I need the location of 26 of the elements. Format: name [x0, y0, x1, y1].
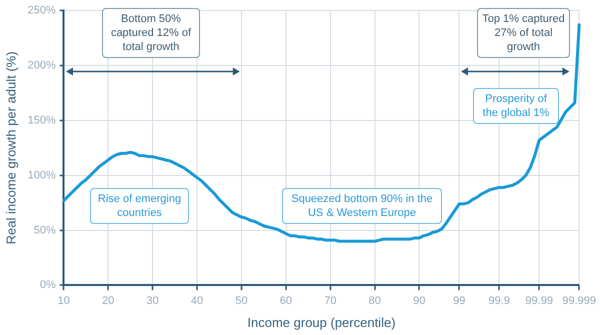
annotation: Top 1% captured 27% of total growth: [477, 8, 570, 58]
x-tick-label: 99.999: [562, 294, 596, 307]
x-tick-label: 40: [190, 294, 204, 307]
x-axis-title: Income group (percentile): [247, 314, 396, 330]
y-tick-label: 250%: [28, 4, 56, 17]
y-tick-label: 0%: [40, 279, 56, 292]
x-tick-label: 90: [413, 294, 426, 307]
y-axis-title: Real income growth per adult (%): [3, 51, 18, 244]
y-tick-label: 100%: [28, 169, 56, 182]
y-tick-label: 150%: [28, 114, 56, 126]
annotation: Bottom 50% captured 12% of total growth: [102, 8, 200, 58]
annotation: Rise of emerging countries: [90, 188, 189, 224]
x-tick-label: 10: [58, 294, 70, 307]
y-tick-label: 50%: [34, 224, 56, 236]
x-tick-label: 80: [368, 294, 381, 307]
x-tick-label: 60: [280, 294, 292, 307]
x-tick-label: 99: [453, 294, 466, 307]
x-tick-label: 99.99: [525, 294, 553, 307]
x-tick-label: 30: [146, 294, 159, 307]
annotation: Prosperity of the global 1%: [473, 88, 559, 124]
annotation: Squeezed bottom 90% in the US & Western Europe: [282, 188, 442, 224]
y-tick-label: 200%: [28, 60, 56, 72]
x-tick-label: 50: [235, 294, 248, 307]
x-tick-label: 99.9: [488, 294, 510, 307]
x-tick-label: 70: [324, 294, 336, 307]
x-tick-label: 20: [102, 294, 114, 307]
